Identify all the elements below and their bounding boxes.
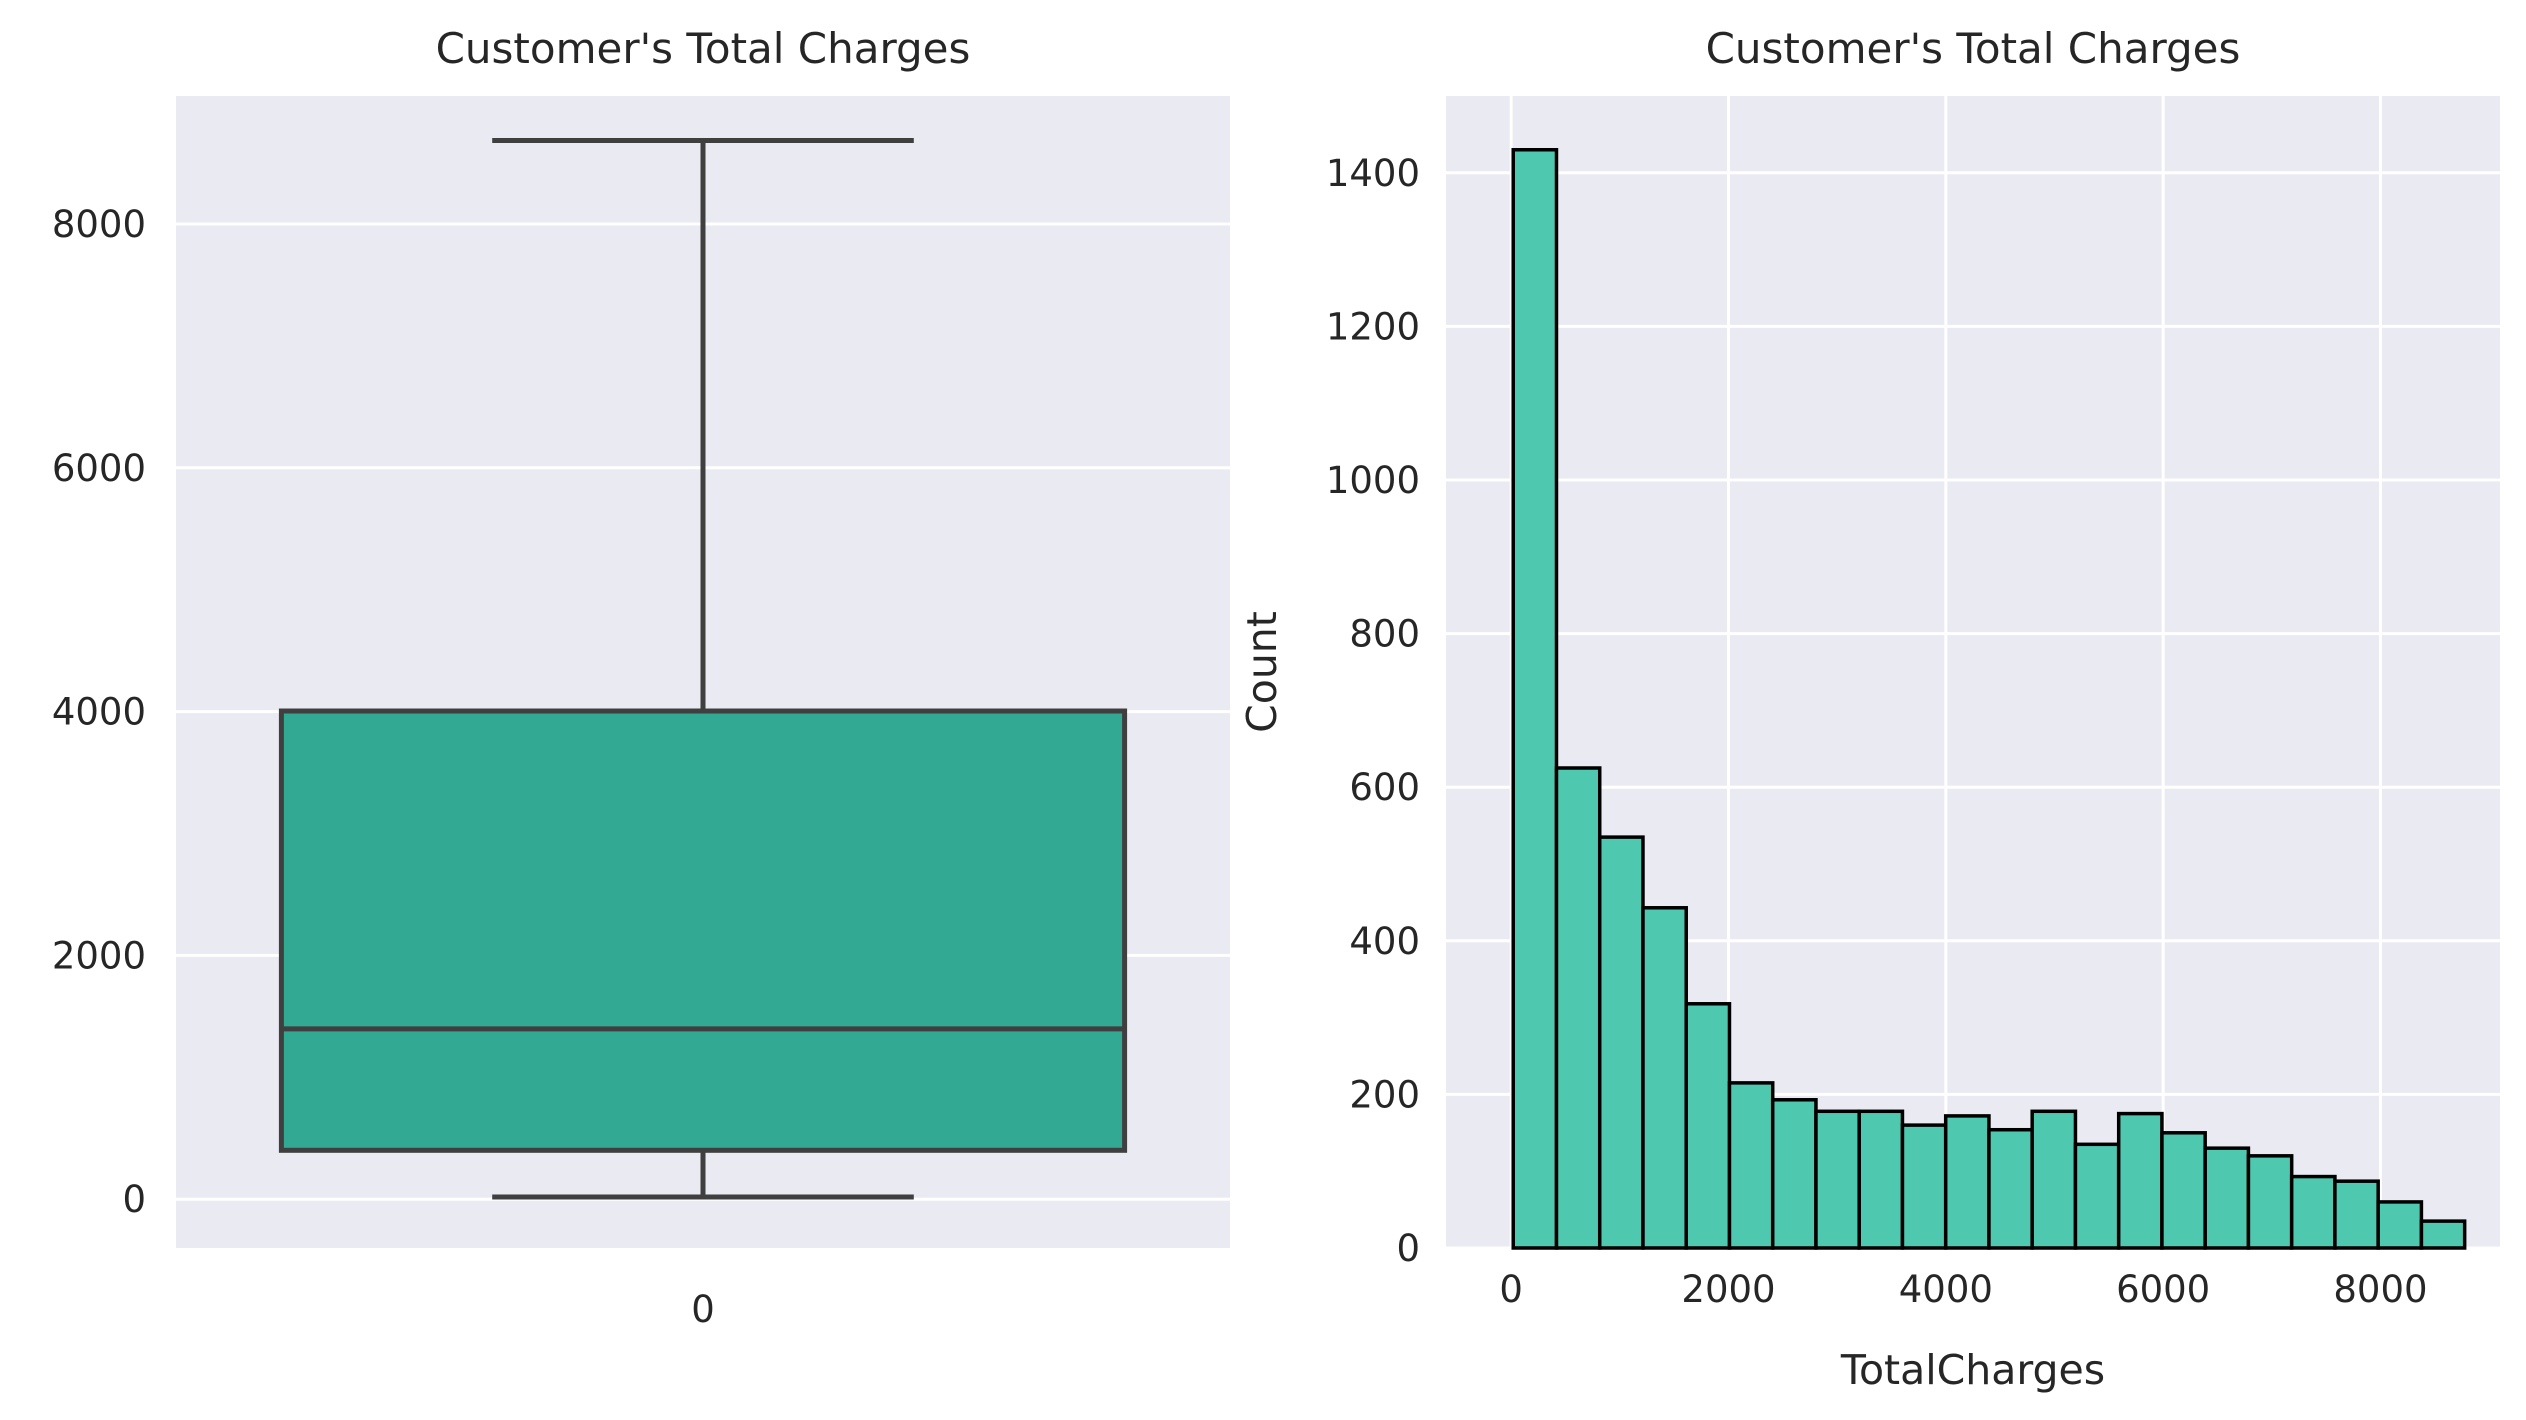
histogram-bar-17 xyxy=(2246,1154,2294,1250)
histogram-bar-21 xyxy=(2419,1219,2467,1250)
box-plot-box xyxy=(278,708,1128,1153)
histogram-y-tick-label-5: 1000 xyxy=(1326,459,1420,502)
histogram-bar-15 xyxy=(2160,1131,2207,1250)
box-plot-x-ticks: 0 xyxy=(691,1288,715,1331)
histogram-bar-19 xyxy=(2333,1179,2380,1250)
histogram-bar-11 xyxy=(1987,1127,2034,1250)
histogram-bar-18 xyxy=(2289,1174,2337,1250)
histogram-bar-4 xyxy=(1684,1002,1732,1250)
histogram-bar-6 xyxy=(1770,1098,1818,1250)
box-plot-title: Customer's Total Charges xyxy=(436,24,971,73)
histogram-x-tick-label-1: 2000 xyxy=(1681,1268,1775,1311)
histogram-y-ticks: 0 200 400 600 800 1000 1200 1400 xyxy=(1326,152,1420,1270)
histogram-bar-0 xyxy=(1511,148,1559,1250)
histogram-bars xyxy=(1511,148,2467,1250)
histogram-y-tick-label-4: 800 xyxy=(1349,613,1420,656)
histogram-x-axis-label: TotalCharges xyxy=(1840,1346,2105,1394)
histogram-bar-12 xyxy=(2030,1109,2078,1250)
histogram-y-tick-label-6: 1200 xyxy=(1326,305,1420,348)
histogram-y-tick-label-7: 1400 xyxy=(1326,152,1420,195)
histogram-bar-9 xyxy=(1900,1123,1948,1250)
box-plot-y-ticks: 0 2000 4000 6000 8000 xyxy=(52,203,146,1221)
histogram-y-tick-label-3: 600 xyxy=(1349,766,1420,809)
histogram-bar-16 xyxy=(2203,1146,2251,1250)
box-plot-y-tick-label-2: 4000 xyxy=(52,691,146,734)
histogram-bar-3 xyxy=(1641,906,1688,1250)
histogram-bar-1 xyxy=(1554,766,1602,1250)
histogram-bar-7 xyxy=(1814,1109,1861,1250)
histogram-title: Customer's Total Charges xyxy=(1706,24,2241,73)
box-plot-marks xyxy=(278,138,1128,1200)
histogram-x-tick-label-3: 6000 xyxy=(2116,1268,2210,1311)
histogram-x-tick-label-4: 8000 xyxy=(2333,1268,2427,1311)
histogram-bar-20 xyxy=(2376,1200,2424,1250)
box-plot-y-tick-label-3: 6000 xyxy=(52,447,146,490)
histogram-x-tick-label-2: 4000 xyxy=(1899,1268,1993,1311)
histogram-bar-13 xyxy=(2073,1142,2121,1250)
histogram-panel: 0 2000 4000 6000 8000 0 200 400 600 800 1000 1200 1… xyxy=(1238,24,2500,1394)
box-plot-panel: 0 2000 4000 6000 8000 0 Customer's Total Cha… xyxy=(52,24,1230,1331)
histogram-y-tick-label-0: 0 xyxy=(1396,1227,1420,1270)
histogram-bar-10 xyxy=(1943,1114,1991,1250)
box-plot-y-tick-label-1: 2000 xyxy=(52,934,146,977)
histogram-bar-5 xyxy=(1727,1081,1775,1250)
histogram-x-tick-label-0: 0 xyxy=(1499,1268,1523,1311)
box-plot-y-tick-label-4: 8000 xyxy=(52,203,146,246)
histogram-bar-2 xyxy=(1597,835,1645,1250)
histogram-x-ticks: 0 2000 4000 6000 8000 xyxy=(1499,1268,2427,1311)
histogram-bar-14 xyxy=(2116,1111,2164,1250)
histogram-y-tick-label-2: 400 xyxy=(1349,920,1420,963)
box-plot-y-tick-label-0: 0 xyxy=(122,1178,146,1221)
histogram-y-tick-label-1: 200 xyxy=(1349,1073,1420,1116)
box-plot-x-tick-label-0: 0 xyxy=(691,1288,715,1331)
histogram-y-axis-label: Count xyxy=(1238,611,1286,733)
histogram-bar-8 xyxy=(1857,1109,1905,1250)
